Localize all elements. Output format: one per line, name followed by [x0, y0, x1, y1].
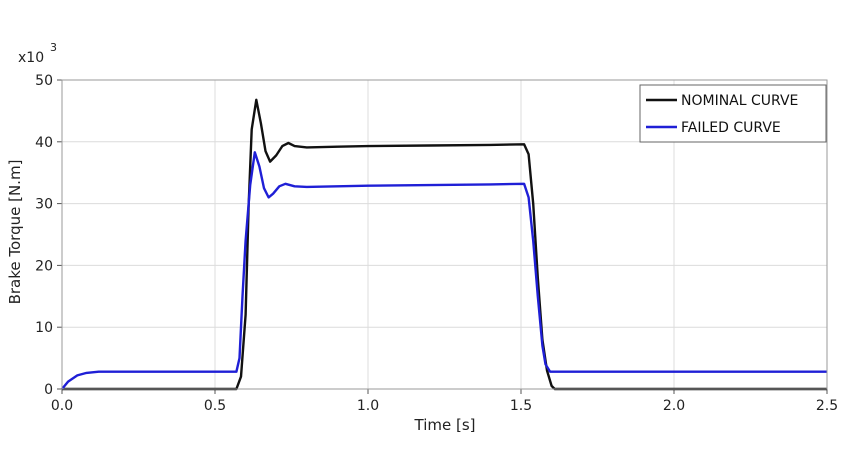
x-tick-label: 2.5	[816, 398, 838, 414]
x-tick-label: 0.5	[204, 398, 226, 414]
y-multiplier-label: x10	[18, 50, 44, 66]
legend-label-nominal: NOMINAL CURVE	[681, 93, 798, 109]
y-tick-label: 20	[35, 258, 53, 274]
y-tick-label: 10	[35, 320, 53, 336]
legend-label-failed: FAILED CURVE	[681, 120, 781, 136]
x-tick-label: 1.5	[510, 398, 532, 414]
y-tick-label: 0	[44, 382, 53, 398]
y-tick-label: 40	[35, 135, 53, 151]
plot-frame	[61, 79, 828, 390]
x-axis-ticks: 0.0 0.5 1.0 1.5 2.0 2.5	[51, 389, 838, 414]
y-tick-label: 50	[35, 73, 53, 89]
nominal-curve-line	[62, 98, 827, 391]
x-tick-label: 1.0	[357, 398, 379, 414]
y-multiplier-exponent: 3	[50, 41, 57, 54]
series-lines	[61, 98, 827, 391]
y-axis-ticks: 0 10 20 30 40 50	[35, 73, 62, 398]
y-tick-label: 30	[35, 197, 53, 213]
x-axis-title: Time [s]	[414, 416, 476, 434]
failed-curve-line	[61, 151, 827, 390]
x-tick-label: 2.0	[663, 398, 685, 414]
legend: NOMINAL CURVE FAILED CURVE	[639, 84, 827, 143]
legend-box	[639, 84, 827, 143]
x-tick-label: 0.0	[51, 398, 73, 414]
y-axis-title: Brake Torque [N.m]	[6, 160, 24, 305]
